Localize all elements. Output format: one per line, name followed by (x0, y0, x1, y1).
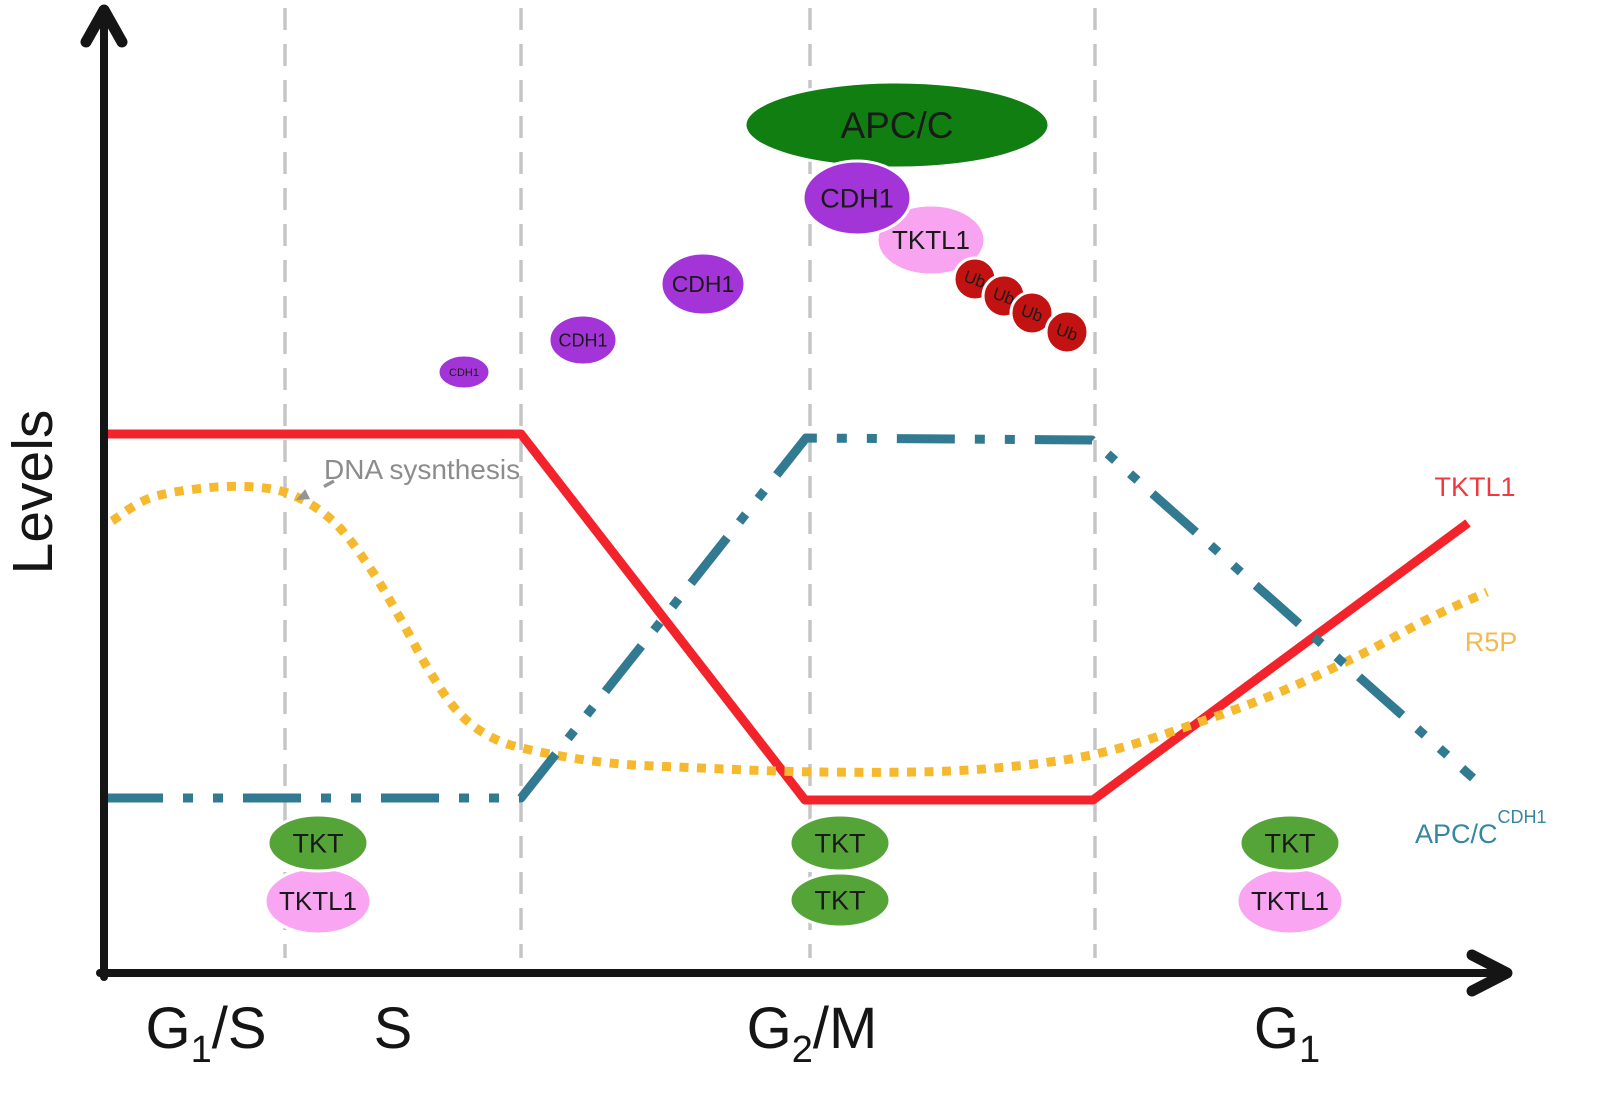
enzyme-tkt-ellipse (788, 813, 892, 873)
series-labels: TKTL1 R5P APC/CCDH1 (1415, 472, 1547, 849)
apcc-complex-label: APC/C (840, 105, 953, 146)
apcc-cdh1-series-label: APC/CCDH1 (1415, 807, 1547, 849)
dna-synthesis-annotation: DNA sysnthesis (296, 454, 520, 500)
tktl1-substrate-ellipse (875, 203, 987, 277)
cdh1-cascade-label: CDH1 (558, 330, 607, 350)
cdh1-adaptor-ellipse (801, 159, 913, 237)
phase-label-g1: G1 (1254, 996, 1320, 1071)
phase-boundary-gridlines (283, 8, 1097, 958)
enzyme-tkt-label: TKT (293, 828, 344, 858)
phase-label-g1s: G1/S (145, 996, 266, 1071)
enzyme-tktl1-label: TKTL1 (279, 886, 357, 916)
enzyme-tktl1-label: TKTL1 (1251, 886, 1329, 916)
phase-label-g2m: G2/M (747, 996, 878, 1071)
cdh1-cascade-ellipse (547, 313, 619, 367)
enzyme-tkt-label: TKT (815, 885, 866, 915)
annotation-arrowhead-icon (296, 489, 311, 500)
x-axis-arrowhead-icon (1466, 949, 1513, 997)
enzyme-tkt-label: TKT (1265, 828, 1316, 858)
curve-apc-c-cdh1 (105, 433, 1476, 803)
enzyme-tkt-ellipse (266, 813, 370, 873)
curve-r5p (109, 481, 1489, 777)
cdh1-cascade-label: CDH1 (672, 271, 735, 297)
cdh1-cascade-ellipse (659, 251, 747, 317)
y-axis-arrowhead-icon (80, 4, 128, 48)
axes (80, 4, 1513, 997)
tktl1-substrate-label: TKTL1 (892, 225, 970, 255)
tktl1-series-label: TKTL1 (1434, 472, 1515, 502)
cdh1-adaptor-label: CDH1 (820, 183, 894, 213)
cdh1-cascade-label: CDH1 (449, 367, 479, 379)
ubiquitin-circle (1044, 309, 1090, 355)
apcc-complex-ellipse (743, 80, 1051, 170)
y-axis-label: Levels (1, 410, 65, 575)
molecule-cartoons: CDH1CDH1CDH1APC/CTKTL1CDH1UbUbUbUbTKTL1T… (263, 80, 1345, 936)
cdh1-cascade-ellipse (436, 353, 492, 391)
curve-tktl1 (105, 429, 1471, 805)
annotation-text: DNA sysnthesis (324, 454, 520, 485)
enzyme-tkt-ellipse (788, 871, 892, 929)
ubiquitin-circle (1009, 290, 1055, 336)
enzyme-tkt-ellipse (1238, 813, 1342, 873)
enzyme-tkt-label: TKT (815, 828, 866, 858)
x-axis-phase-labels: G1/S S G2/M G1 (145, 996, 1320, 1071)
level-curves (105, 429, 1489, 805)
r5p-series-label: R5P (1465, 627, 1518, 657)
phase-label-s: S (374, 996, 413, 1061)
annotation-arrow-shaft (323, 479, 335, 489)
